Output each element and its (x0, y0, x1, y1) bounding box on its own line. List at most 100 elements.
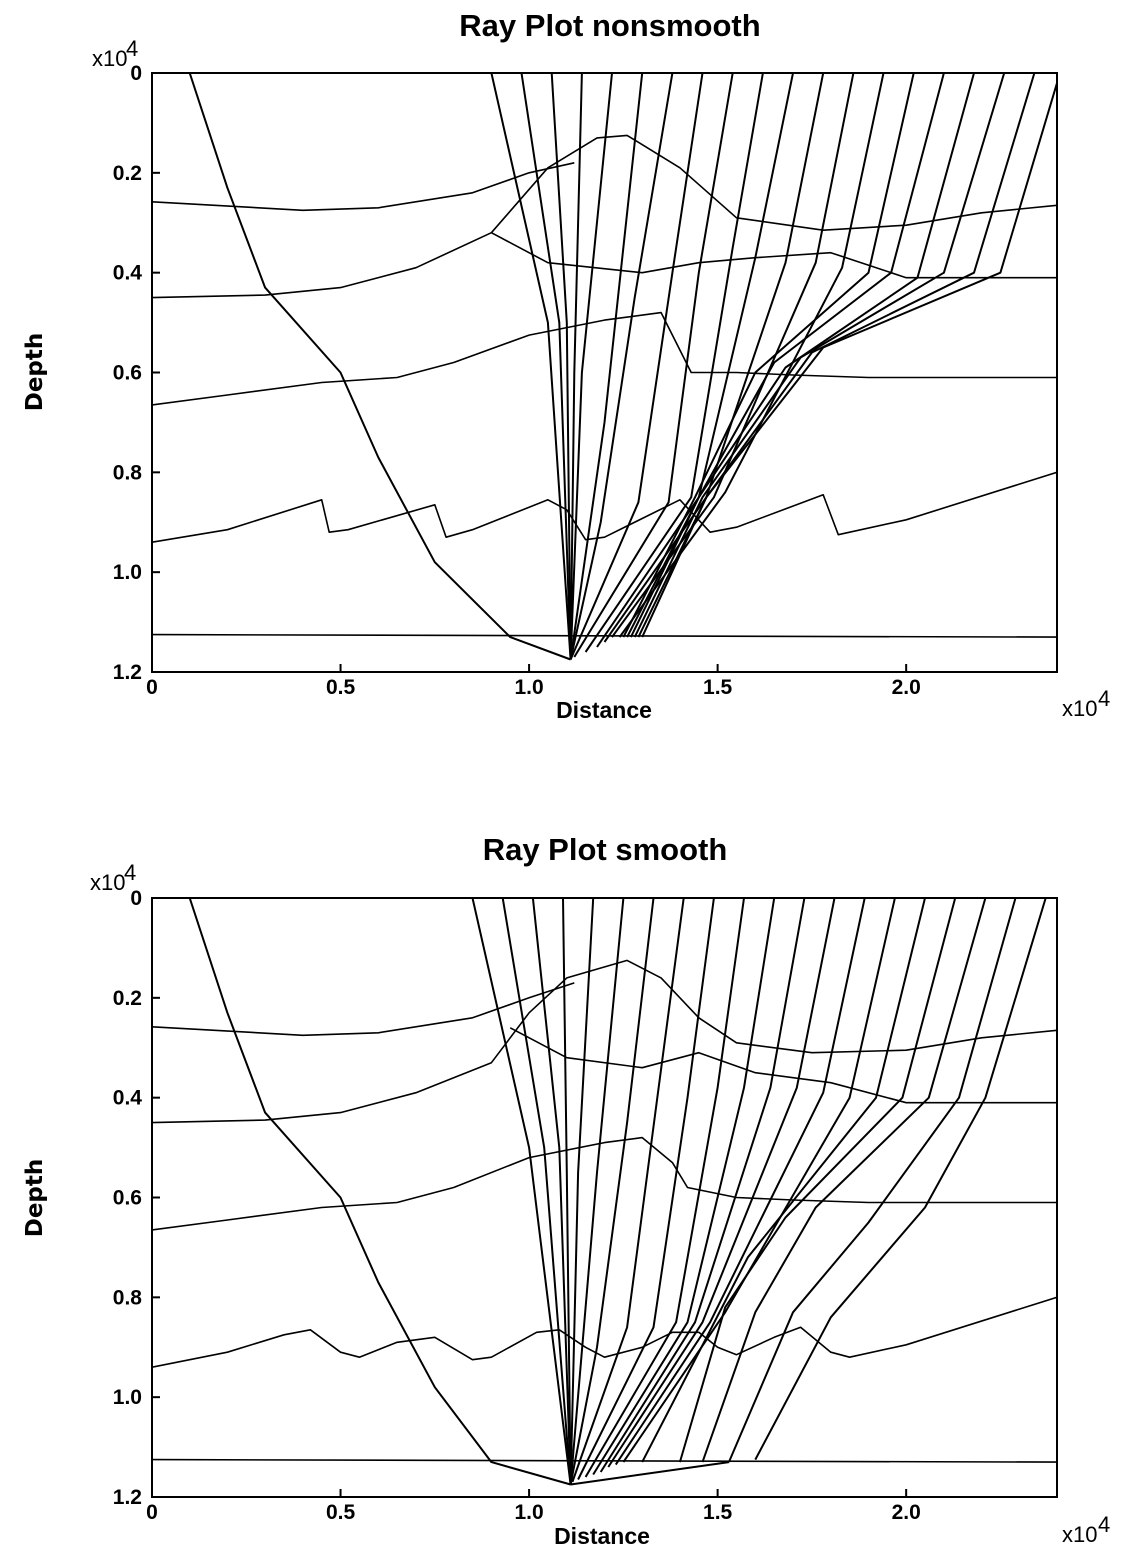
interface-line-1 (152, 982, 575, 1037)
ray-path-18 (630, 73, 975, 638)
plot-lines (152, 898, 1057, 1486)
ray-path-8 (569, 898, 655, 1485)
ray-path-20 (637, 73, 1036, 638)
ray-path-22 (570, 1461, 730, 1486)
ray-path-11 (584, 73, 764, 653)
interface-line-4 (152, 1136, 1057, 1231)
ray-path-16 (622, 73, 915, 638)
x-multiplier: x10 4 (1062, 686, 1110, 721)
y-multiplier: x10 4 (90, 860, 136, 895)
y-multiplier-base: x10 (92, 46, 127, 71)
ray-path-17 (641, 898, 926, 1463)
ray-path-4 (550, 73, 572, 660)
plot-area: 0 0.5 1.0 1.5 2.0 0 0.2 0.4 0.6 0.8 1.0 1.2 (113, 62, 1058, 699)
x-tick-label: 1.0 (514, 1501, 543, 1524)
y-multiplier-base: x10 (90, 870, 125, 895)
ray-path-21 (641, 82, 1057, 638)
y-tick-label: 0.4 (113, 1087, 143, 1110)
interface-line-1 (152, 162, 575, 212)
y-tick-label: 1.0 (113, 561, 142, 584)
ray-path-12 (596, 73, 794, 648)
x-tick-label: 1.5 (703, 1501, 733, 1524)
interface-line-5 (152, 1296, 1057, 1368)
plot-lines (152, 73, 1057, 661)
ray-path-3 (520, 73, 572, 660)
x-multiplier: x10 4 (1062, 1512, 1110, 1547)
x-multiplier-exponent: 4 (1098, 686, 1110, 711)
ray-path-3 (501, 898, 572, 1485)
ray-path-14 (607, 898, 836, 1468)
ray-path-6 (569, 898, 595, 1485)
interface-line-5 (152, 471, 1057, 543)
ray-path-19 (633, 73, 1006, 638)
y-axis-label: Depth (22, 1159, 48, 1238)
ray-path-4 (531, 898, 572, 1485)
interface-line-4 (152, 311, 1057, 406)
x-tick-label: 0 (146, 1501, 158, 1524)
ray-path-2 (490, 73, 572, 660)
x-tick-label: 2.0 (892, 676, 921, 699)
y-tick-label: 0.8 (113, 461, 143, 484)
ray-path-10 (573, 73, 734, 658)
x-multiplier-base: x10 (1062, 1522, 1097, 1547)
x-tick-label: 1.0 (514, 676, 543, 699)
y-tick-label: 0.2 (113, 162, 142, 185)
y-tick-label: 1.2 (113, 1486, 142, 1509)
interface-line-2 (152, 959, 1057, 1124)
y-tick-label: 0.4 (113, 262, 143, 285)
y-tick-label: 0 (130, 887, 142, 910)
ray-path-15 (614, 898, 866, 1466)
x-tick-label: 0 (146, 676, 158, 699)
plot-frame (151, 897, 1058, 1498)
ray-plot-smooth-panel: Ray Plot smooth Depth Distance x10 4 x10… (22, 832, 1110, 1547)
ray-path-6 (569, 73, 613, 660)
x-tick-label: 0.5 (326, 676, 356, 699)
ray-path-9 (571, 898, 685, 1483)
x-tick-label: 2.0 (892, 1501, 921, 1524)
ray-path-12 (592, 898, 776, 1476)
ray-path-10 (577, 898, 715, 1480)
ray-path-16 (622, 898, 896, 1463)
ray-path-11 (584, 898, 745, 1478)
ray-path-9 (569, 73, 704, 660)
interface-line-3 (509, 1027, 1057, 1104)
ray-path-1 (188, 898, 571, 1486)
ray-path-2 (471, 898, 572, 1485)
x-axis-label: Distance (556, 697, 652, 723)
x-axis-label: Distance (554, 1523, 650, 1547)
y-multiplier-exponent: 4 (124, 860, 136, 885)
ray-path-7 (569, 898, 625, 1485)
ray-path-7 (569, 73, 644, 660)
x-tick-label: 1.5 (703, 676, 733, 699)
y-multiplier: x10 4 (92, 36, 138, 71)
x-tick-label: 0.5 (326, 1501, 356, 1524)
ray-plot-nonsmooth-panel: Ray Plot nonsmooth Depth Distance x10 4 … (22, 8, 1110, 723)
interface-line-2 (152, 134, 1057, 299)
ray-path-5 (569, 73, 583, 660)
ray-path-17 (626, 73, 945, 638)
ray-path-18 (678, 898, 957, 1463)
chart-title: Ray Plot nonsmooth (459, 8, 760, 43)
y-tick-label: 0 (130, 62, 142, 85)
y-tick-label: 1.2 (113, 661, 142, 684)
ray-path-19 (701, 898, 987, 1463)
x-multiplier-exponent: 4 (1098, 1512, 1110, 1537)
interface-line-6 (152, 1458, 1057, 1463)
ray-path-13 (599, 898, 806, 1473)
ray-path-21 (754, 898, 1047, 1461)
ray-path-8 (569, 73, 674, 660)
y-multiplier-exponent: 4 (126, 36, 138, 61)
x-multiplier-base: x10 (1062, 696, 1097, 721)
y-tick-label: 0.2 (113, 987, 142, 1010)
y-tick-label: 0.6 (113, 1187, 142, 1210)
ray-path-20 (727, 898, 1017, 1463)
ray-path-5 (562, 898, 572, 1485)
chart-title: Ray Plot smooth (483, 832, 728, 867)
y-tick-label: 1.0 (113, 1386, 142, 1409)
y-tick-label: 0.8 (113, 1286, 143, 1309)
y-axis-label: Depth (22, 333, 48, 412)
y-tick-label: 0.6 (113, 362, 142, 385)
plot-area: 0 0.5 1.0 1.5 2.0 0 0.2 0.4 0.6 0.8 1.0 1.2 (113, 887, 1058, 1524)
ray-path-13 (603, 73, 825, 643)
